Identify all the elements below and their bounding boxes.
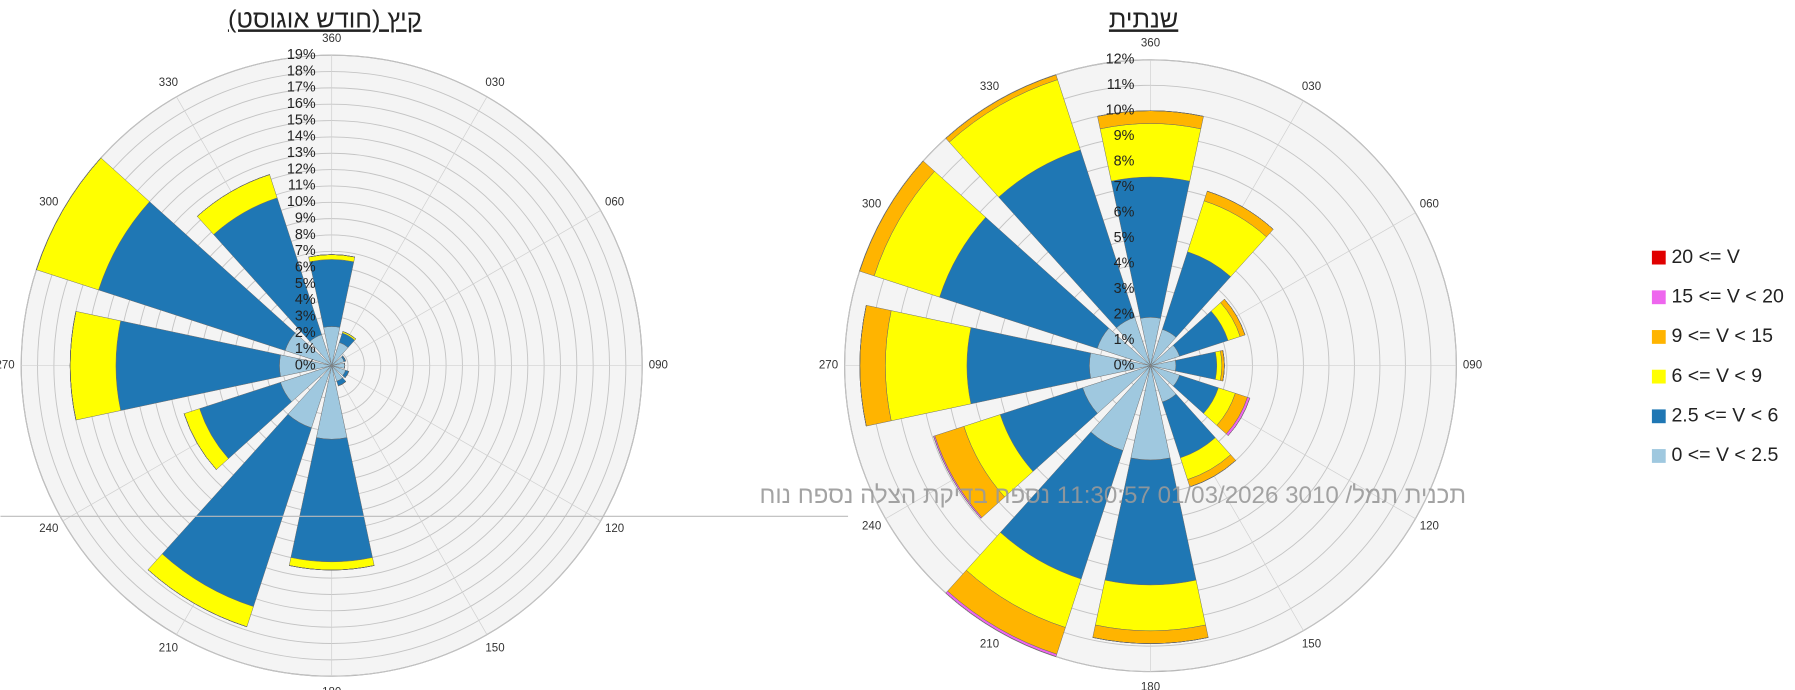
legend-swatch: [1651, 330, 1666, 344]
direction-label: 360: [1141, 38, 1160, 50]
legend-label: 6 <= V < 9: [1671, 365, 1762, 387]
chart-title: קיץ (חודש אוגוסט): [228, 5, 422, 33]
legend-swatch: [1651, 290, 1666, 305]
chart-title: שנתית: [1109, 5, 1178, 33]
radial-tick-label: 10%: [287, 194, 316, 210]
wind-segment: [1228, 397, 1251, 436]
radial-tick-label: 3%: [1114, 281, 1135, 297]
legend-swatch: [1651, 250, 1666, 265]
direction-label: 030: [1302, 81, 1321, 93]
wind-segment: [1189, 460, 1236, 488]
radial-tick-label: 5%: [1114, 230, 1135, 246]
radial-tick-label: 4%: [1114, 256, 1135, 272]
legend-swatch: [1651, 409, 1666, 424]
radial-tick-label: 5%: [295, 276, 316, 292]
radial-tick-label: 18%: [287, 63, 316, 79]
radial-tick-label: 19%: [287, 47, 316, 63]
radial-tick-label: 12%: [287, 161, 316, 177]
wind-segment: [338, 381, 347, 387]
legend-label: 20 <= V: [1671, 246, 1739, 268]
wind-segment: [859, 160, 924, 272]
wind-segment: [344, 371, 350, 378]
radial-tick-label: 6%: [295, 259, 316, 275]
wind-segment: [70, 311, 121, 421]
radial-tick-label: 1%: [295, 341, 316, 357]
direction-label: 360: [322, 33, 341, 45]
radial-tick-label: 12%: [1106, 52, 1135, 68]
wind-segment: [1224, 299, 1246, 336]
radial-tick-label: 13%: [287, 145, 316, 161]
spoke: [331, 96, 488, 366]
direction-label: 150: [485, 643, 504, 655]
direction-label: 150: [1302, 639, 1321, 651]
radial-tick-label: 16%: [287, 96, 316, 112]
spoke: [331, 365, 488, 635]
watermark: תכנית תמל/ 3010 01/03/2026 11:30:57 נספח…: [760, 482, 1467, 509]
wind-segment: [342, 331, 356, 340]
radial-tick-label: 10%: [1106, 103, 1135, 119]
spoke: [331, 365, 601, 522]
radial-tick-label: 0%: [295, 357, 316, 373]
radial-tick-label: 11%: [1107, 77, 1135, 93]
direction-label: 330: [159, 77, 178, 89]
radial-tick-label: 15%: [287, 112, 316, 128]
direction-label: 270: [0, 360, 15, 372]
direction-label: 240: [39, 523, 58, 535]
wind-segment: [1095, 579, 1206, 631]
direction-label: 060: [1420, 199, 1439, 211]
wind-segment: [1207, 190, 1274, 230]
wind-segment: [147, 569, 247, 628]
direction-label: 180: [1141, 682, 1160, 690]
radial-tick-label: 14%: [287, 129, 316, 145]
direction-label: 120: [1420, 521, 1439, 533]
legend-label: 0 <= V < 2.5: [1671, 444, 1778, 466]
radial-tick-label: 17%: [287, 80, 316, 96]
direction-label: 300: [862, 199, 881, 211]
legend-label: 15 <= V < 20: [1671, 285, 1784, 307]
radial-tick-label: 4%: [295, 292, 316, 308]
radial-tick-label: 6%: [1114, 205, 1135, 221]
radial-tick-label: 7%: [295, 243, 316, 259]
radial-tick-label: 7%: [1114, 179, 1135, 195]
radial-tick-label: 3%: [295, 308, 316, 324]
direction-label: 030: [485, 77, 504, 89]
legend-label: 9 <= V < 15: [1671, 325, 1773, 347]
wind-segment: [945, 592, 1057, 657]
radial-tick-label: 9%: [1114, 128, 1135, 144]
direction-label: 300: [39, 196, 58, 208]
direction-label: 120: [605, 523, 624, 535]
legend-swatch: [1651, 449, 1666, 463]
wind-segment: [36, 157, 102, 270]
legend-label: 2.5 <= V < 6: [1671, 404, 1778, 426]
wind-segment: [945, 74, 1057, 139]
radial-tick-label: 11%: [288, 178, 316, 194]
direction-label: 060: [605, 196, 624, 208]
wind-segment: [859, 305, 867, 427]
wind-segment: [1222, 350, 1225, 382]
direction-label: 180: [322, 686, 341, 690]
radial-tick-label: 8%: [1114, 154, 1135, 170]
radial-tick-label: 2%: [295, 325, 316, 341]
direction-label: 090: [649, 360, 668, 372]
legend-swatch: [1651, 369, 1666, 384]
radial-tick-label: 1%: [1114, 332, 1135, 348]
wind-segment: [885, 310, 972, 422]
direction-label: 270: [819, 360, 838, 372]
radial-tick-label: 8%: [295, 227, 316, 243]
radial-tick-label: 0%: [1114, 357, 1135, 373]
direction-label: 240: [862, 521, 881, 533]
radial-tick-label: 9%: [295, 210, 316, 226]
spoke: [331, 210, 601, 366]
direction-label: 210: [159, 643, 178, 655]
direction-label: 090: [1463, 360, 1482, 372]
direction-label: 210: [980, 639, 999, 651]
direction-label: 330: [980, 81, 999, 93]
radial-tick-label: 2%: [1114, 307, 1135, 323]
